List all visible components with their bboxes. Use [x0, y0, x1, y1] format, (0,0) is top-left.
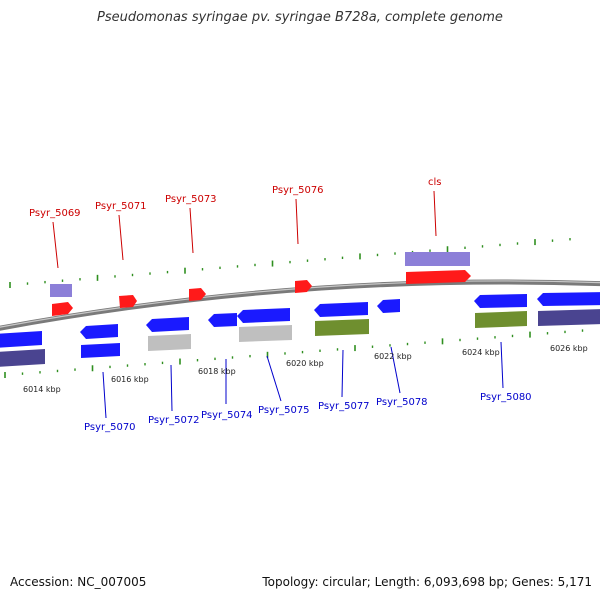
- gene-psyr-5080[interactable]: [474, 294, 527, 308]
- gene-label-psyr-5073[interactable]: Psyr_5073: [165, 194, 217, 205]
- scale-label: 6026 kbp: [550, 344, 588, 353]
- gene-label-psyr-5070[interactable]: Psyr_5070: [84, 422, 136, 433]
- genome-title: Pseudomonas syringae pv. syringae B728a,…: [97, 10, 503, 25]
- cds-psyr-5069-rev[interactable]: [0, 349, 45, 367]
- gene-label-cls[interactable]: cls: [428, 177, 442, 188]
- scale-label: 6024 kbp: [462, 348, 500, 357]
- gene-label-psyr-5069[interactable]: Psyr_5069: [29, 208, 81, 219]
- cds-psyr-5080[interactable]: [475, 311, 527, 328]
- gene-label-leaders: [52, 190, 504, 419]
- accession-text: Accession: NC_007005: [10, 575, 147, 589]
- gene-psyr-5073[interactable]: [189, 288, 206, 301]
- gene-label-psyr-5074[interactable]: Psyr_5074: [201, 410, 253, 421]
- cds-psyr-5072[interactable]: [148, 334, 191, 351]
- scale-label: 6020 kbp: [286, 359, 324, 368]
- scale-label: 6022 kbp: [374, 352, 412, 361]
- gene-psyr-5069[interactable]: [52, 302, 73, 316]
- gene-label-psyr-5076[interactable]: Psyr_5076: [272, 185, 324, 196]
- cds-psyr-5081[interactable]: [538, 309, 600, 326]
- gene-psyr-5069-rev[interactable]: [0, 331, 42, 348]
- gene-psyr-5072[interactable]: [146, 317, 189, 332]
- gene-psyr-5070b[interactable]: [81, 343, 120, 358]
- scale-label: 6014 kbp: [23, 385, 61, 394]
- scale-label: 6018 kbp: [198, 367, 236, 376]
- gene-psyr-5075[interactable]: [237, 308, 290, 323]
- gene-labels: Psyr_5069 Psyr_5071 Psyr_5073 Psyr_5076 …: [29, 177, 532, 433]
- gene-psyr-5077[interactable]: [314, 302, 368, 317]
- gene-psyr-5071[interactable]: [119, 295, 137, 308]
- gene-label-psyr-5072[interactable]: Psyr_5072: [148, 415, 200, 426]
- gene-label-psyr-5080[interactable]: Psyr_5080: [480, 392, 532, 403]
- cds-psyr-5075[interactable]: [239, 325, 292, 342]
- scale-labels: 6014 kbp 6016 kbp 6018 kbp 6020 kbp 6022…: [23, 344, 588, 394]
- genome-summary-text: Topology: circular; Length: 6,093,698 bp…: [262, 575, 592, 589]
- scale-label: 6016 kbp: [111, 375, 149, 384]
- gene-label-psyr-5077[interactable]: Psyr_5077: [318, 401, 370, 412]
- gene-psyr-5070[interactable]: [80, 324, 118, 339]
- cds-psyr-5069[interactable]: [50, 284, 72, 297]
- cds-cls[interactable]: [405, 252, 470, 266]
- gene-features: [0, 252, 600, 367]
- reverse-strand-scale: [4, 329, 584, 378]
- gene-psyr-5081[interactable]: [537, 292, 600, 306]
- gene-psyr-5078[interactable]: [377, 299, 400, 313]
- gene-cls[interactable]: [406, 270, 471, 284]
- gene-label-psyr-5071[interactable]: Psyr_5071: [95, 201, 147, 212]
- gene-label-psyr-5075[interactable]: Psyr_5075: [258, 405, 310, 416]
- forward-strand-scale: [9, 238, 571, 288]
- gene-psyr-5076[interactable]: [295, 280, 312, 293]
- cds-psyr-5077[interactable]: [315, 319, 369, 336]
- gene-psyr-5074[interactable]: [208, 313, 237, 327]
- gene-label-psyr-5078[interactable]: Psyr_5078: [376, 397, 428, 408]
